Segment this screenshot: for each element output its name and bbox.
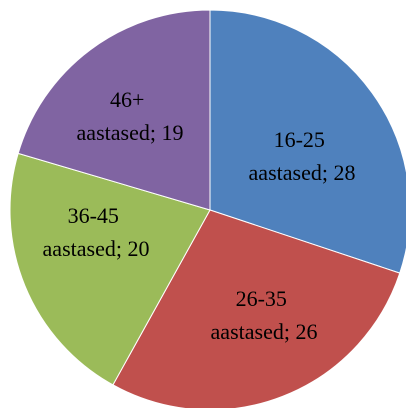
pie-slice-16-25 (209, 9, 406, 274)
pie-data-labels: 16-25 aastased; 28 26-35 aastased; 26 36… (43, 87, 356, 344)
data-label-36-45: 36-45 aastased; 20 (43, 203, 150, 261)
pie-slice-36-45 (9, 152, 211, 386)
pie-slice-26-35 (112, 209, 401, 408)
pie-slices (9, 9, 406, 408)
data-label-26-35: 26-35 aastased; 26 (211, 286, 318, 344)
pie-slice-46-plus (17, 9, 211, 211)
data-label-16-25: 16-25 aastased; 28 (249, 127, 356, 185)
data-label-46-plus: 46+ aastased; 19 (77, 87, 184, 145)
